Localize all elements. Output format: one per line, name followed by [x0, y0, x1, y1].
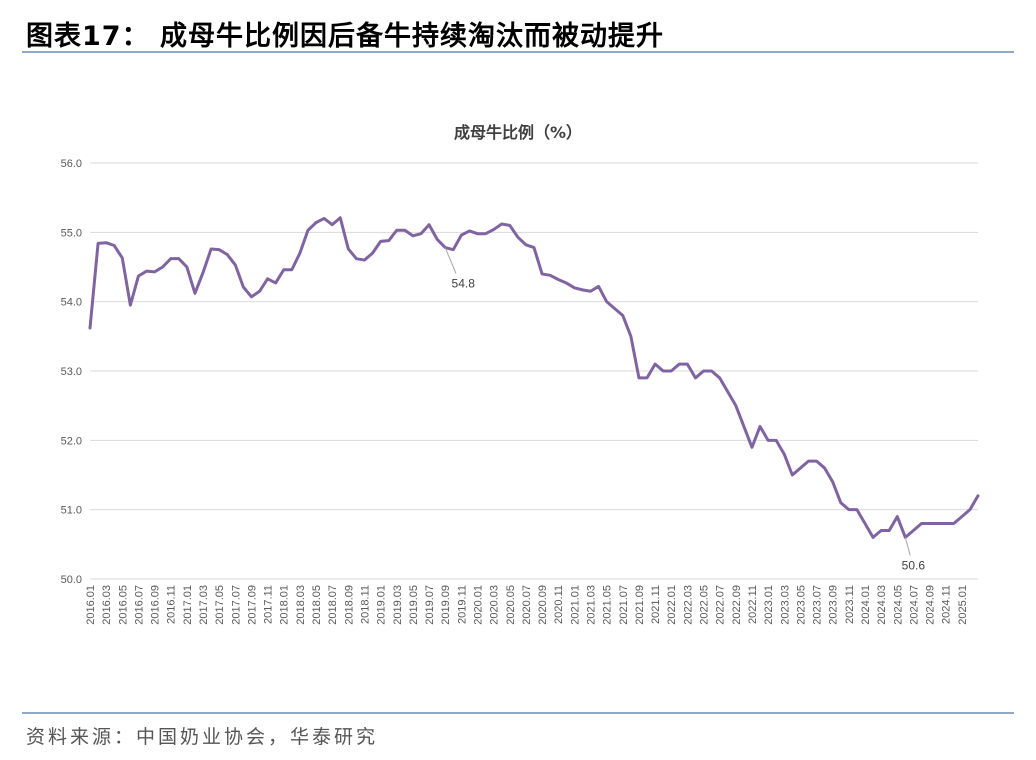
x-tick-label: 2016.03 — [101, 585, 113, 625]
x-tick-label: 2016.05 — [117, 585, 129, 625]
x-tick-label: 2022.01 — [666, 585, 678, 625]
x-tick-label: 2023.05 — [795, 585, 807, 625]
annotation-label: 54.8 — [452, 277, 476, 291]
x-tick-label: 2022.09 — [731, 585, 743, 625]
annotation-label: 50.6 — [902, 558, 926, 572]
x-tick-label: 2018.09 — [343, 585, 355, 625]
x-tick-label: 2020.01 — [472, 585, 484, 625]
x-tick-label: 2019.09 — [440, 585, 452, 625]
x-tick-label: 2017.07 — [230, 585, 242, 625]
x-tick-label: 2024.09 — [925, 585, 937, 625]
series-line — [88, 216, 980, 539]
x-tick-label: 2018.03 — [295, 585, 307, 625]
x-tick-label: 2025.01 — [957, 585, 969, 625]
chart-title: 成母牛比例（%） — [454, 123, 582, 142]
x-tick-label: 2023.09 — [828, 585, 840, 625]
y-tick-label: 50.0 — [61, 574, 82, 586]
x-tick-label: 2024.03 — [876, 585, 888, 625]
x-tick-label: 2023.11 — [844, 585, 856, 624]
x-tick-label: 2018.11 — [359, 585, 371, 624]
x-tick-label: 2017.11 — [263, 585, 275, 624]
x-tick-label: 2019.07 — [424, 585, 436, 625]
x-tick-label: 2019.03 — [392, 585, 404, 625]
x-tick-label: 2020.03 — [489, 585, 501, 625]
x-tick-label: 2016.07 — [133, 585, 145, 625]
y-tick-label: 55.0 — [61, 227, 82, 239]
x-tick-label: 2024.01 — [860, 585, 872, 625]
x-tick-label: 2022.05 — [699, 585, 711, 625]
x-tick-label: 2021.05 — [602, 585, 614, 625]
x-tick-label: 2021.11 — [650, 585, 662, 624]
title-rule — [22, 51, 1014, 53]
x-tick-label: 2020.07 — [521, 585, 533, 625]
x-tick-label: 2024.11 — [941, 585, 953, 624]
x-tick-label: 2020.11 — [553, 585, 565, 624]
x-tick-label: 2017.09 — [246, 585, 258, 625]
y-tick-label: 52.0 — [61, 435, 82, 447]
x-tick-label: 2016.11 — [166, 585, 178, 624]
x-tick-label: 2019.05 — [408, 585, 420, 625]
x-tick-label: 2017.01 — [182, 585, 194, 625]
source-note: 资料来源：中国奶业协会，华泰研究 — [26, 726, 379, 748]
x-tick-label: 2019.01 — [376, 585, 388, 625]
x-tick-label: 2022.11 — [747, 585, 759, 624]
footer-rule — [22, 712, 1014, 714]
x-tick-label: 2020.05 — [505, 585, 517, 625]
x-tick-label: 2024.07 — [908, 585, 920, 625]
x-tick-label: 2017.05 — [214, 585, 226, 625]
x-tick-label: 2017.03 — [198, 585, 210, 625]
x-tick-label: 2023.03 — [779, 585, 791, 625]
x-tick-label: 2018.05 — [311, 585, 323, 625]
x-tick-label: 2018.01 — [279, 585, 291, 625]
page-title: 图表17： 成母牛比例因后备牛持续淘汰而被动提升 — [26, 21, 664, 52]
y-tick-label: 53.0 — [61, 366, 82, 378]
y-tick-label: 54.0 — [61, 297, 82, 309]
y-tick-label: 51.0 — [61, 505, 82, 517]
x-tick-label: 2022.03 — [682, 585, 694, 625]
x-tick-label: 2020.09 — [537, 585, 549, 625]
x-tick-label: 2021.07 — [618, 585, 630, 625]
x-tick-label: 2024.05 — [892, 585, 904, 625]
x-tick-label: 2023.07 — [812, 585, 824, 625]
x-tick-label: 2016.09 — [150, 585, 162, 625]
x-tick-label: 2018.07 — [327, 585, 339, 625]
annotation-leader — [444, 247, 457, 274]
x-tick-label: 2021.03 — [586, 585, 598, 625]
x-tick-label: 2019.11 — [456, 585, 468, 624]
x-tick-label: 2023.01 — [763, 585, 775, 625]
annotation-leader — [904, 537, 911, 556]
x-tick-label: 2021.09 — [634, 585, 646, 625]
x-tick-label: 2016.01 — [85, 585, 97, 625]
x-tick-label: 2022.07 — [715, 585, 727, 625]
x-tick-label: 2021.01 — [569, 585, 581, 625]
y-tick-label: 56.0 — [61, 158, 82, 170]
